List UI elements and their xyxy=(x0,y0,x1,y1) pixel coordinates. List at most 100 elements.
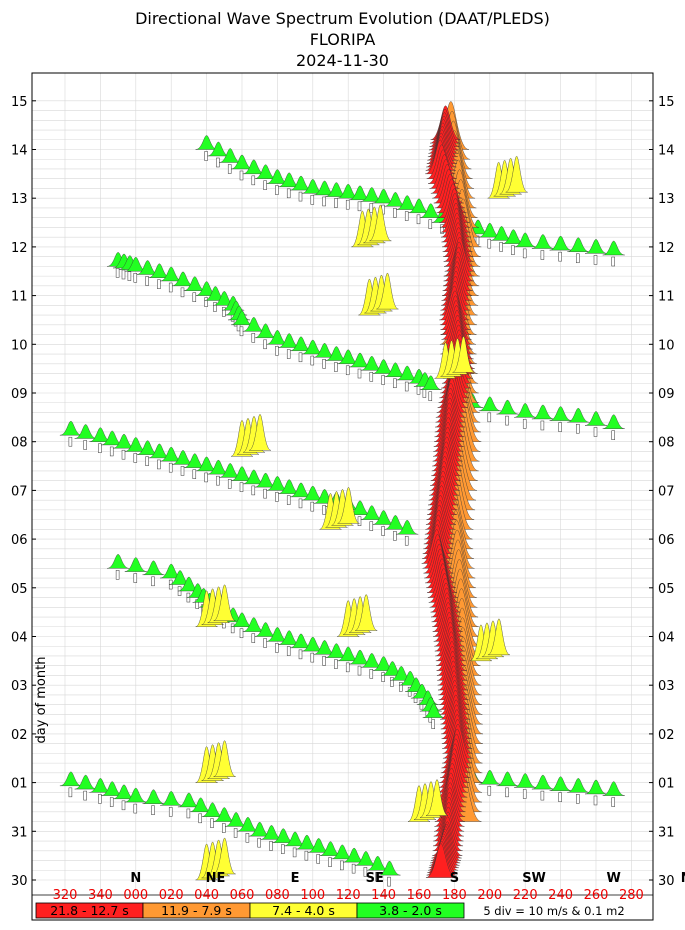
yellow-peak xyxy=(248,414,272,451)
wind-bar xyxy=(192,292,197,302)
chart-station: FLORIPA xyxy=(309,30,376,49)
wind-bar xyxy=(351,863,356,874)
wind-bar xyxy=(286,646,291,656)
wind-bar xyxy=(558,251,562,262)
direction-tick-label: 200 xyxy=(477,888,502,903)
wind-bar xyxy=(593,795,598,806)
wind-bar xyxy=(393,531,397,541)
wind-bar xyxy=(109,446,114,457)
y-tick-label-right: 10 xyxy=(658,338,675,353)
swell-peak xyxy=(496,399,519,415)
wind-bar xyxy=(133,273,138,283)
period-band-label: 11.9 - 7.9 s xyxy=(161,903,232,918)
swell-peak xyxy=(478,396,501,412)
swell-peak xyxy=(514,773,537,788)
y-tick-label-left: 14 xyxy=(11,144,28,159)
wind-bar xyxy=(157,279,161,289)
y-tick-label-right: 15 xyxy=(658,95,675,110)
swell-peak xyxy=(207,141,230,157)
y-tick-label-right: 09 xyxy=(658,387,675,402)
swell-peak xyxy=(59,771,82,787)
compass-label: S xyxy=(450,871,459,886)
wind-bar xyxy=(168,282,173,293)
wind-bar xyxy=(68,436,73,447)
wind-bar xyxy=(257,837,261,848)
wind-bar xyxy=(239,482,244,492)
wind-bar xyxy=(363,867,368,877)
compass-label: E xyxy=(291,871,300,886)
wind-bar xyxy=(168,462,173,473)
swell-peak xyxy=(396,520,419,535)
wind-bar xyxy=(399,682,403,692)
swell-peak xyxy=(142,789,165,804)
y-tick-label-left: 04 xyxy=(11,631,28,646)
wind-bar xyxy=(83,440,87,450)
swell-peak xyxy=(422,703,445,718)
swell-peak xyxy=(531,234,554,249)
direction-tick-label: 080 xyxy=(265,888,290,903)
y-tick-label-right: 02 xyxy=(658,728,675,743)
swell-peak xyxy=(124,787,147,803)
wind-bar xyxy=(558,792,562,802)
wind-bar xyxy=(487,412,492,423)
direction-tick-label: 280 xyxy=(619,888,644,903)
wind-bar xyxy=(109,797,114,807)
y-tick-label-left: 03 xyxy=(11,679,28,694)
plot-frame xyxy=(31,72,654,921)
swell-peak xyxy=(160,791,183,806)
wind-bar xyxy=(239,326,244,337)
wind-bar xyxy=(115,268,120,278)
wind-bar xyxy=(340,860,344,871)
direction-tick-label: 160 xyxy=(407,888,432,903)
wind-bar xyxy=(263,638,267,648)
wind-bar xyxy=(239,170,244,181)
wind-bar xyxy=(98,443,102,453)
y-tick-label-right: 08 xyxy=(658,436,675,451)
y-tick-label-right: 04 xyxy=(658,631,675,646)
wind-bar xyxy=(404,211,409,221)
y-tick-label-left: 31 xyxy=(11,825,28,840)
y-tick-label-left: 09 xyxy=(11,387,28,402)
wind-bar xyxy=(334,362,338,372)
wind-bar xyxy=(369,521,374,531)
wind-bar xyxy=(316,854,320,864)
direction-tick-label: 020 xyxy=(159,888,184,903)
wind-bar xyxy=(576,423,580,434)
wind-bar xyxy=(222,307,226,317)
yellow-peak xyxy=(505,155,528,193)
wind-bar xyxy=(281,844,285,854)
wind-bar xyxy=(151,805,155,815)
wind-bar xyxy=(298,649,303,660)
wind-bar xyxy=(393,208,397,218)
wind-bar xyxy=(428,219,433,229)
wind-bar xyxy=(322,196,326,207)
wind-bar xyxy=(251,333,256,343)
y-tick-label-right: 03 xyxy=(658,679,675,694)
wind-bar xyxy=(487,785,492,796)
direction-tick-label: 240 xyxy=(548,888,573,903)
wind-bar xyxy=(263,180,267,190)
direction-tick-label: 000 xyxy=(123,888,148,903)
swell-peak xyxy=(514,232,537,248)
wind-bar xyxy=(404,535,409,546)
wind-bar xyxy=(505,787,509,798)
wind-bar xyxy=(145,276,149,286)
wind-bar xyxy=(298,352,303,363)
wind-bar xyxy=(227,164,232,174)
wind-bar xyxy=(304,850,309,861)
wind-bar xyxy=(576,253,580,264)
chart-date: 2024-11-30 xyxy=(296,51,389,70)
swell-peak xyxy=(567,778,590,793)
wind-bar xyxy=(263,339,267,350)
wind-bar xyxy=(540,250,545,260)
y-tick-label-left: 13 xyxy=(11,192,28,207)
yellow-peak xyxy=(213,740,236,777)
y-tick-label-left: 06 xyxy=(11,533,28,548)
y-tick-label-right: 11 xyxy=(658,290,675,305)
wind-bar xyxy=(328,857,332,867)
swell-peak xyxy=(419,375,442,390)
swell-peak xyxy=(219,148,242,163)
direction-tick-label: 060 xyxy=(230,888,255,903)
direction-tick-label: 340 xyxy=(88,888,113,903)
